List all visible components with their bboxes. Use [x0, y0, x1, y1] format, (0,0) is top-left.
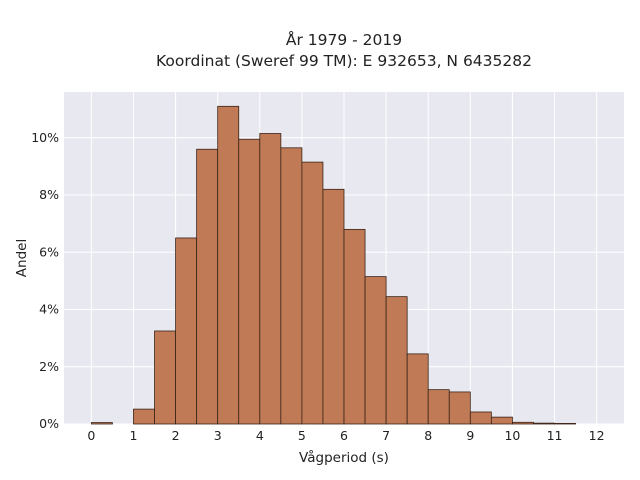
x-tick-label: 0	[87, 428, 95, 443]
histogram-bar	[133, 408, 155, 425]
y-tick-label: 2%	[39, 359, 59, 374]
x-tick-label: 8	[424, 428, 432, 443]
histogram-bar	[554, 423, 576, 425]
histogram-bar	[322, 188, 345, 425]
histogram-bar	[175, 237, 198, 425]
histogram-bars	[90, 105, 576, 425]
chart-title-line-1: År 1979 - 2019	[286, 30, 402, 49]
histogram-bar	[154, 330, 176, 425]
histogram-bar	[364, 276, 387, 425]
histogram-bar	[406, 353, 429, 425]
histogram-bar	[533, 422, 555, 425]
histogram-bar	[259, 133, 282, 425]
y-tick-label: 10%	[31, 130, 59, 145]
x-tick-label: 6	[340, 428, 348, 443]
y-tick-label: 8%	[39, 187, 59, 202]
histogram-bar	[385, 296, 408, 425]
histogram-bar	[490, 416, 513, 425]
x-tick-label: 12	[589, 428, 605, 443]
y-tick-label: 4%	[39, 302, 59, 317]
histogram-bar	[301, 161, 324, 425]
x-tick-label: 1	[129, 428, 137, 443]
x-tick-label: 4	[256, 428, 264, 443]
histogram-bar	[90, 422, 113, 425]
x-tick-label: 2	[172, 428, 180, 443]
x-tick-label: 11	[547, 428, 563, 443]
x-tick-label: 7	[382, 428, 390, 443]
x-tick-label: 3	[214, 428, 222, 443]
histogram-bar	[427, 389, 450, 425]
histogram-bar	[343, 228, 366, 425]
histogram-bar	[469, 411, 492, 425]
histogram-bar	[512, 421, 534, 425]
histogram-bar	[196, 148, 219, 425]
x-tick-label: 9	[466, 428, 474, 443]
x-tick-label: 10	[504, 428, 520, 443]
histogram-bar	[448, 391, 471, 425]
histogram-bar	[280, 147, 303, 425]
y-tick-label: 0%	[39, 416, 59, 431]
y-axis-label: Andel	[14, 239, 30, 277]
x-tick-labels: 0 1 2 3 4 5 6 7 8 9 10 11 12	[87, 428, 604, 443]
y-tick-labels: 0% 2% 4% 6% 8% 10%	[31, 130, 59, 431]
histogram-bar	[238, 138, 261, 425]
chart-title-line-2: Koordinat (Sweref 99 TM): E 932653, N 64…	[156, 52, 532, 70]
histogram-bar	[217, 105, 240, 425]
x-axis-label: Vågperiod (s)	[299, 449, 389, 466]
x-tick-label: 5	[298, 428, 306, 443]
y-tick-label: 6%	[39, 244, 59, 259]
